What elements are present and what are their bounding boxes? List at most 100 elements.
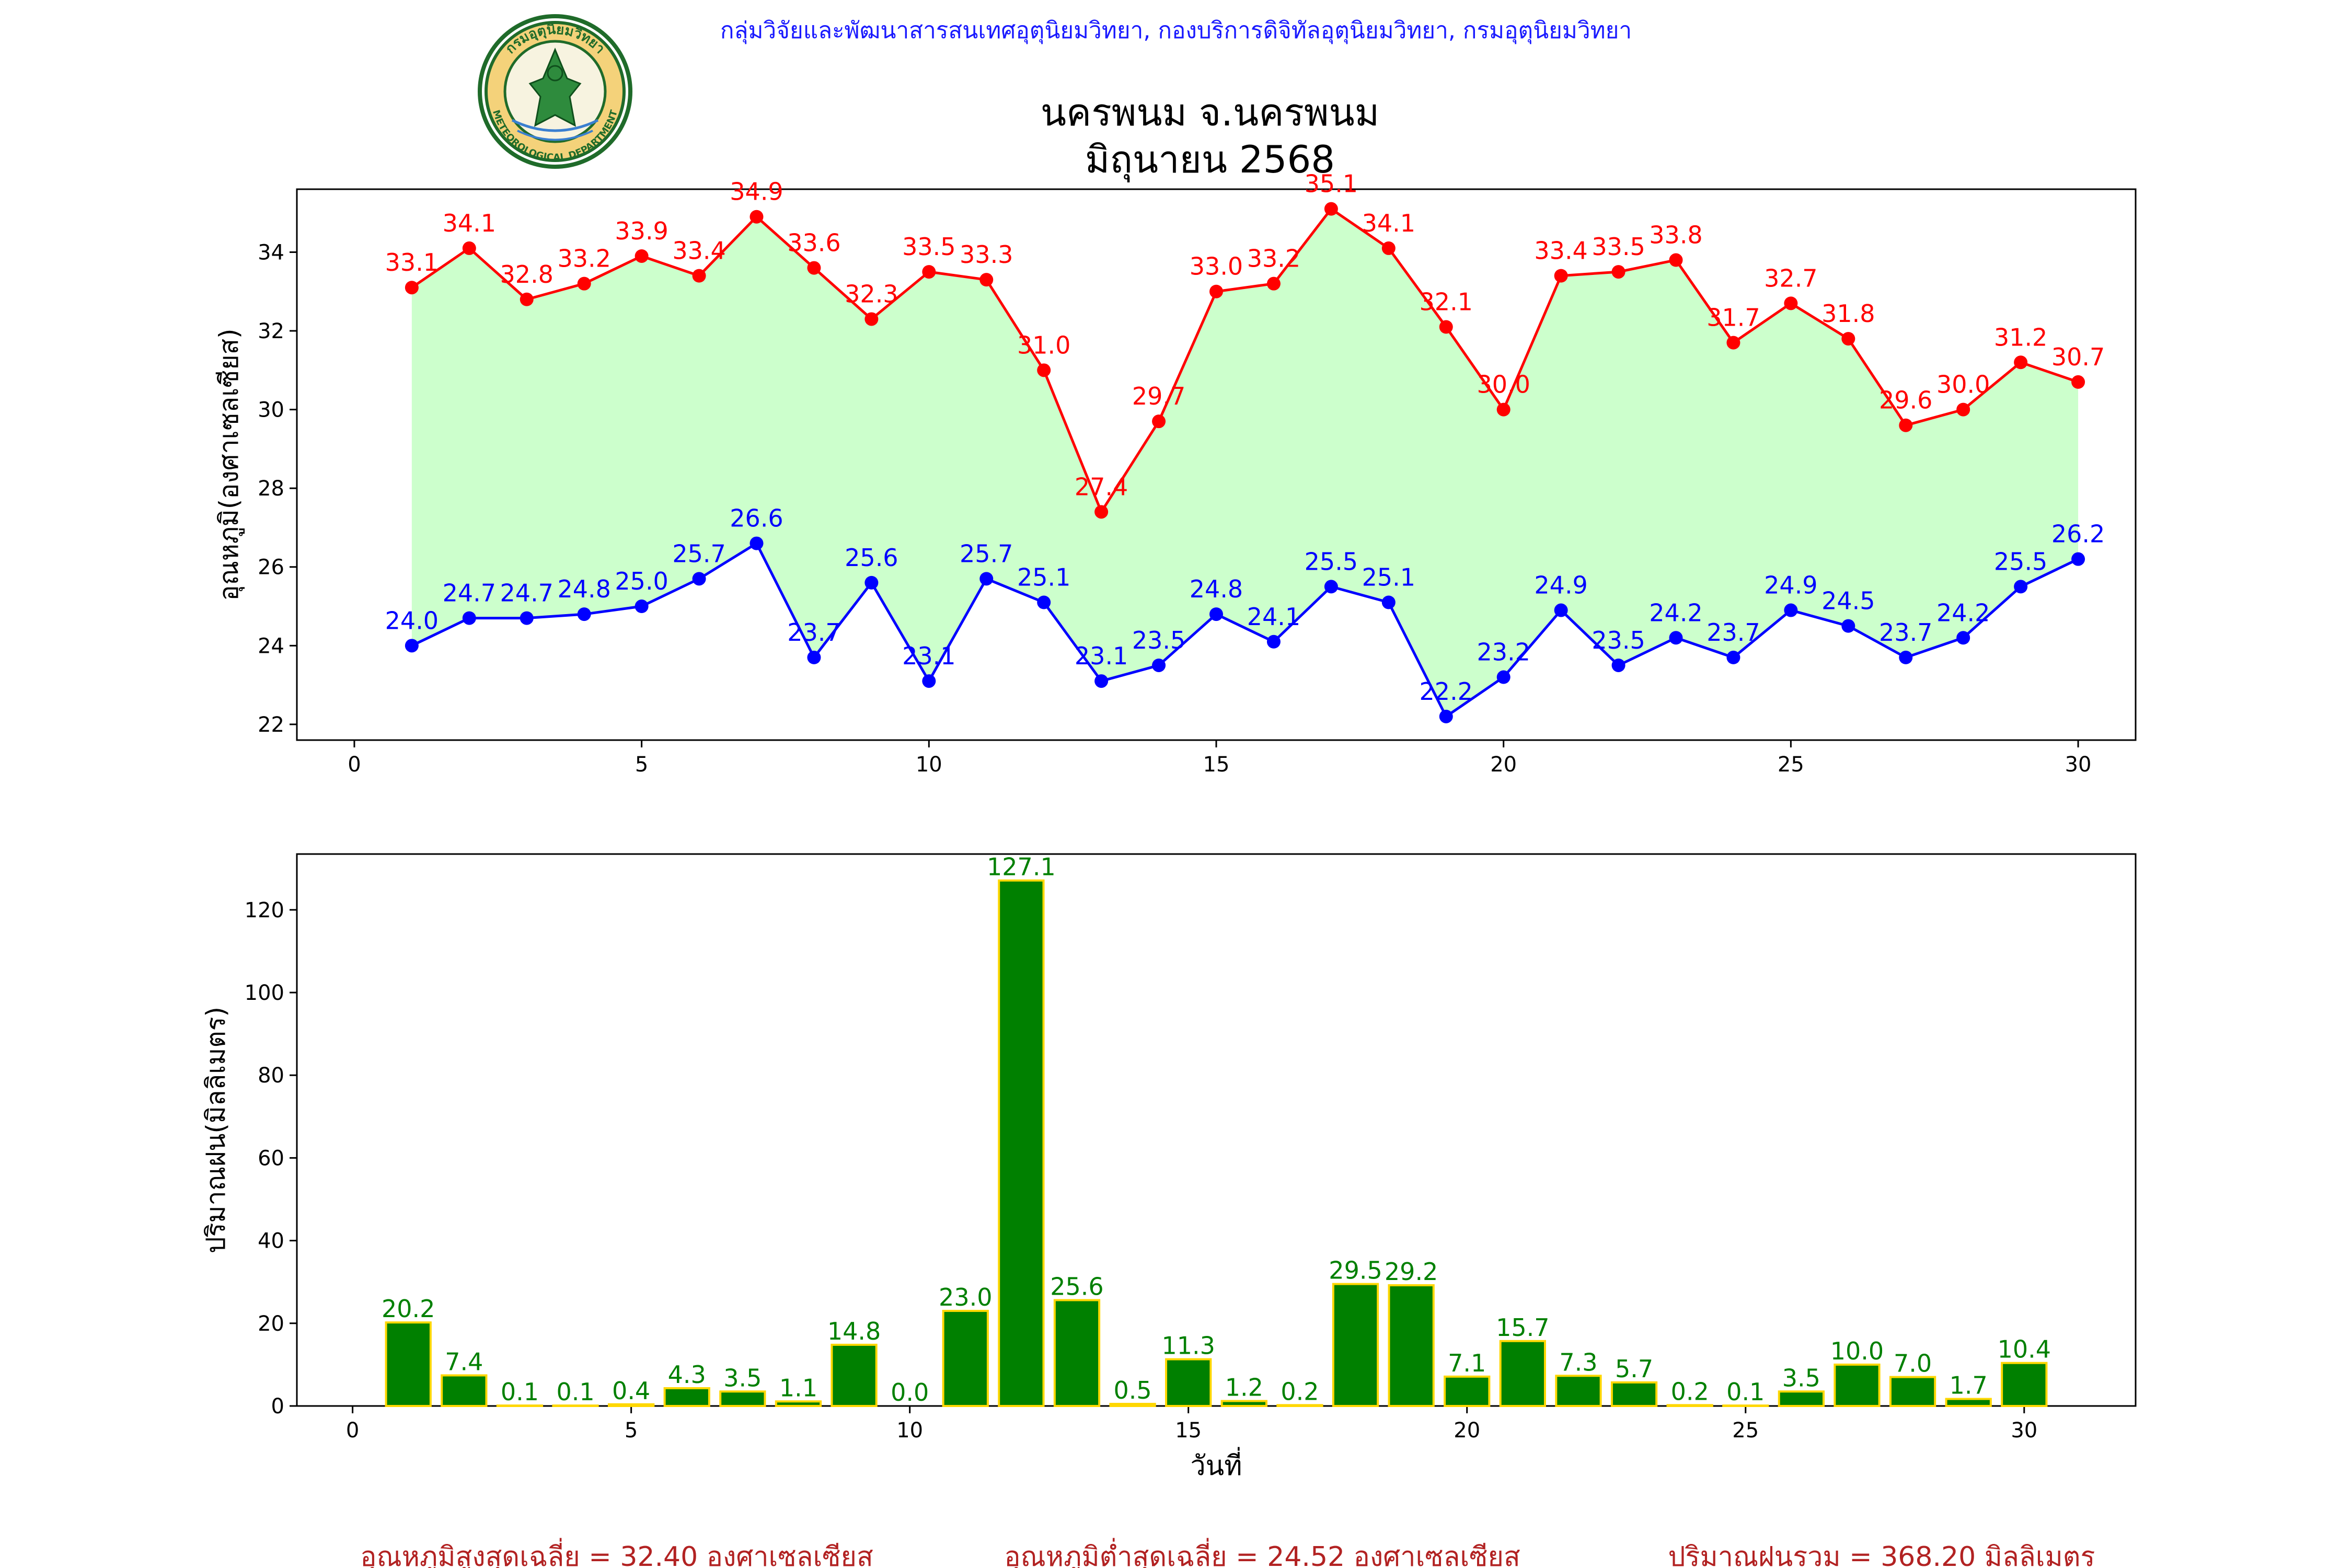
max-temperature-point [1496, 402, 1511, 417]
rainfall-bars [385, 879, 2048, 1408]
rainfall-bar-label: 0.0 [891, 1378, 929, 1406]
rainfall-y-tick-label: 20 [258, 1312, 284, 1336]
rainfall-bar-label: 10.0 [1830, 1337, 1884, 1365]
rainfall-bar-label: 11.3 [1161, 1332, 1215, 1360]
max-temperature-label: 32.3 [845, 280, 898, 308]
rainfall-axes: 0 5 10 15 20 25 30 0 20 40 60 80 100 120 [245, 853, 2137, 1443]
min-temperature-point [2071, 552, 2085, 566]
max-temperature-point [1611, 265, 1625, 279]
rainfall-bar [1778, 1390, 1825, 1408]
rainfall-bar [552, 1404, 599, 1407]
temperature-chart: 0 5 10 15 20 25 30 22 24 26 28 30 32 34 33.1 24.0 34.1 2… [214, 170, 2137, 777]
max-temperature-label: 32.7 [1764, 264, 1817, 292]
min-temperature-label: 24.8 [557, 575, 610, 603]
temperature-y-tick-label: 32 [258, 319, 284, 343]
max-temperature-point [1094, 505, 1109, 519]
rainfall-y-tick-label: 80 [258, 1064, 284, 1088]
max-temperature-label: 34.9 [730, 178, 783, 206]
min-temperature-point [1841, 619, 1855, 633]
max-temperature-label: 32.8 [500, 260, 554, 289]
rainfall-bar [1666, 1404, 1713, 1407]
temperature-x-tick-label: 10 [916, 753, 942, 777]
max-temperature-point [1956, 402, 1970, 417]
rainfall-bar-label: 0.5 [1114, 1376, 1152, 1404]
summary-footer: อุณหภูมิสูงสุดเฉลี่ย = 32.40 องศาเซลเซีย… [360, 1538, 2095, 1568]
temperature-x-tick-label: 0 [348, 753, 361, 777]
temperature-x-tick-label: 25 [1778, 753, 1804, 777]
max-temperature-point [2014, 355, 2028, 370]
max-temperature-point [1381, 241, 1396, 255]
max-temperature-point [692, 269, 706, 283]
average-max-temperature: อุณหภูมิสูงสุดเฉลี่ย = 32.40 องศาเซลเซีย… [360, 1538, 873, 1568]
min-temperature-point [1152, 658, 1166, 672]
min-temperature-label: 25.0 [615, 567, 668, 595]
min-temperature-label: 25.7 [960, 539, 1013, 568]
rainfall-bar-label: 0.4 [612, 1377, 650, 1405]
rainfall-bar-label: 4.3 [668, 1361, 706, 1389]
min-temperature-point [1956, 631, 1970, 645]
rainfall-bar [1332, 1283, 1379, 1407]
min-temperature-label: 24.0 [385, 606, 439, 635]
rainfall-bar-label: 5.7 [1615, 1355, 1653, 1383]
chart-title-station: นครพนม จ.นครพนม [1041, 90, 1379, 134]
max-temperature-point [1266, 276, 1281, 291]
max-temperature-label: 33.6 [787, 229, 840, 257]
rainfall-bar-label: 1.2 [1225, 1374, 1263, 1402]
max-temperature-point [1152, 414, 1166, 429]
rainfall-bar-label: 3.5 [1782, 1364, 1820, 1392]
max-temperature-point [1554, 269, 1568, 283]
average-min-temperature: อุณหภูมิต่ำสุดเฉลี่ย = 24.52 องศาเซลเซีย… [1004, 1538, 1520, 1568]
rainfall-bar [2001, 1362, 2048, 1408]
rainfall-bar-label: 14.8 [827, 1317, 881, 1345]
temperature-x-tick-label: 20 [1490, 753, 1517, 777]
rainfall-bar [1889, 1376, 1936, 1407]
rainfall-bar [385, 1321, 432, 1408]
rainfall-x-tick-label: 20 [1454, 1419, 1480, 1443]
min-temperature-label: 24.2 [1649, 598, 1702, 627]
min-temperature-point [1899, 650, 1913, 664]
max-temperature-label: 34.1 [1362, 209, 1415, 237]
rainfall-bar [663, 1387, 710, 1408]
temperature-x-tick-label: 15 [1203, 753, 1230, 777]
min-temperature-label: 26.2 [2051, 520, 2105, 548]
rainfall-y-tick-label: 60 [258, 1146, 284, 1170]
min-temperature-point [1094, 674, 1109, 688]
max-temperature-label: 35.1 [1305, 170, 1358, 198]
max-temperature-point [577, 276, 591, 291]
max-temperature-label: 31.2 [1994, 323, 2047, 351]
min-temperature-label: 23.1 [1075, 642, 1128, 670]
min-temperature-label: 25.7 [672, 539, 725, 568]
max-temperature-point [1669, 253, 1683, 267]
rainfall-bar-label: 7.1 [1448, 1349, 1486, 1377]
min-temperature-point [1784, 603, 1798, 617]
department-logo: กรมอุตุนิยมวิทยา METEOROLOGICAL DEPARTME… [478, 14, 632, 169]
min-temperature-label: 23.5 [1132, 626, 1185, 654]
rainfall-bar [1109, 1403, 1156, 1407]
min-temperature-label: 25.6 [845, 544, 898, 572]
max-temperature-point [1324, 202, 1338, 216]
min-temperature-label: 23.2 [1477, 638, 1530, 666]
rainfall-x-tick-label: 30 [2011, 1419, 2037, 1443]
rainfall-x-tick-label: 5 [625, 1419, 638, 1443]
rainfall-bar-label: 23.0 [939, 1283, 992, 1311]
rainfall-x-tick-label: 10 [896, 1419, 923, 1443]
max-temperature-label: 33.4 [1534, 237, 1587, 265]
rainfall-bar [1945, 1398, 1992, 1407]
min-temperature-point [750, 536, 764, 550]
rainfall-chart: 0 5 10 15 20 25 30 0 20 40 60 80 100 120 20.2 7.4 0.1 0.… [201, 853, 2137, 1482]
min-temperature-point [577, 607, 591, 621]
rainfall-bar-label: 7.0 [1894, 1350, 1932, 1378]
max-temperature-point [1037, 363, 1051, 377]
rainfall-bar [1388, 1284, 1435, 1407]
max-temperature-label: 33.2 [557, 245, 610, 273]
temperature-y-tick-label: 34 [258, 240, 284, 264]
max-temperature-label: 27.4 [1075, 472, 1128, 501]
max-temperature-label: 33.2 [1247, 245, 1300, 273]
temperature-y-tick-label: 24 [258, 634, 284, 658]
max-temperature-point [922, 265, 936, 279]
max-temperature-label: 33.4 [672, 237, 725, 265]
max-temperature-line [411, 207, 2079, 515]
rainfall-y-axis-label: ปริมาณฝน(มิลลิเมตร) [201, 1007, 231, 1253]
min-temperature-label: 25.1 [1017, 563, 1070, 592]
temperature-x-tick-label: 30 [2065, 753, 2092, 777]
